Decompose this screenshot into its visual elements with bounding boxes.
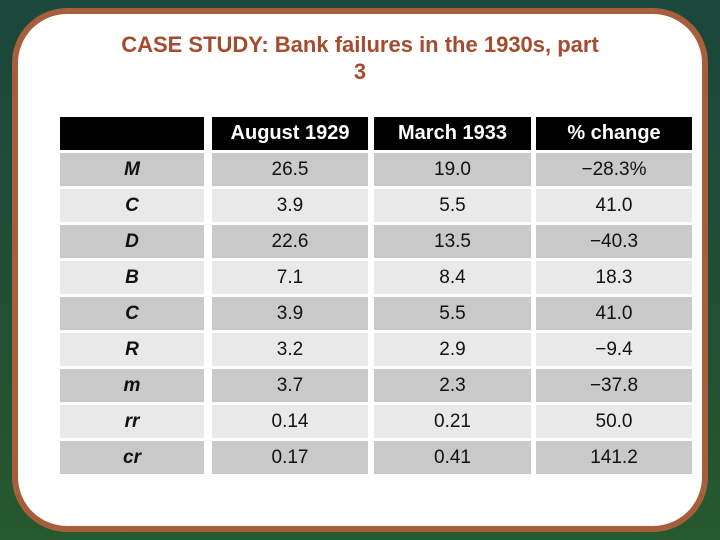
table-row: m 3.7 2.3 −37.8: [60, 369, 692, 402]
slide-panel: CASE STUDY: Bank failures in the 1930s, …: [12, 8, 708, 532]
data-table: August 1929 March 1933 % change M 26.5 1…: [60, 117, 692, 477]
cell-pct-change: 50.0: [536, 405, 692, 438]
header-cell-blank: [60, 117, 204, 150]
cell-mar1933: 19.0: [374, 153, 531, 186]
row-label: C: [60, 297, 204, 330]
cell-pct-change: 41.0: [536, 189, 692, 222]
cell-aug1929: 3.2: [212, 333, 368, 366]
row-label: rr: [60, 405, 204, 438]
table-row: R 3.2 2.9 −9.4: [60, 333, 692, 366]
cell-aug1929: 0.17: [212, 441, 368, 474]
cell-pct-change: 141.2: [536, 441, 692, 474]
row-label: C: [60, 189, 204, 222]
header-cell-august-1929: August 1929: [212, 117, 368, 150]
row-label: m: [60, 369, 204, 402]
cell-pct-change: 41.0: [536, 297, 692, 330]
header-cell-march-1933: March 1933: [374, 117, 531, 150]
table-row: B 7.1 8.4 18.3: [60, 261, 692, 294]
row-label: cr: [60, 441, 204, 474]
cell-pct-change: −9.4: [536, 333, 692, 366]
cell-aug1929: 0.14: [212, 405, 368, 438]
cell-aug1929: 3.9: [212, 297, 368, 330]
cell-mar1933: 8.4: [374, 261, 531, 294]
cell-mar1933: 0.21: [374, 405, 531, 438]
cell-pct-change: −28.3%: [536, 153, 692, 186]
cell-aug1929: 3.9: [212, 189, 368, 222]
table-row: M 26.5 19.0 −28.3%: [60, 153, 692, 186]
cell-pct-change: 18.3: [536, 261, 692, 294]
slide-title: CASE STUDY: Bank failures in the 1930s, …: [54, 31, 666, 85]
cell-mar1933: 13.5: [374, 225, 531, 258]
cell-aug1929: 22.6: [212, 225, 368, 258]
table-row: cr 0.17 0.41 141.2: [60, 441, 692, 474]
slide-title-line1: CASE STUDY: Bank failures in the 1930s, …: [121, 32, 599, 57]
cell-pct-change: −40.3: [536, 225, 692, 258]
table-row: C 3.9 5.5 41.0: [60, 189, 692, 222]
cell-pct-change: −37.8: [536, 369, 692, 402]
row-label: M: [60, 153, 204, 186]
cell-aug1929: 3.7: [212, 369, 368, 402]
table-row: C 3.9 5.5 41.0: [60, 297, 692, 330]
table-row: rr 0.14 0.21 50.0: [60, 405, 692, 438]
cell-mar1933: 2.3: [374, 369, 531, 402]
cell-mar1933: 5.5: [374, 297, 531, 330]
cell-mar1933: 0.41: [374, 441, 531, 474]
cell-mar1933: 2.9: [374, 333, 531, 366]
cell-aug1929: 7.1: [212, 261, 368, 294]
row-label: R: [60, 333, 204, 366]
table-header-row: August 1929 March 1933 % change: [60, 117, 692, 150]
header-cell-pct-change: % change: [536, 117, 692, 150]
slide-title-line2: 3: [353, 59, 367, 84]
table-row: D 22.6 13.5 −40.3: [60, 225, 692, 258]
cell-aug1929: 26.5: [212, 153, 368, 186]
row-label: B: [60, 261, 204, 294]
cell-mar1933: 5.5: [374, 189, 531, 222]
row-label: D: [60, 225, 204, 258]
